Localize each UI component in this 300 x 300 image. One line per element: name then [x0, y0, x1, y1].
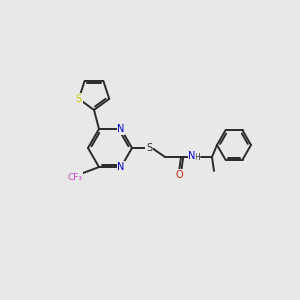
Text: N: N — [188, 151, 196, 161]
Text: S: S — [146, 143, 152, 153]
Text: N: N — [117, 162, 125, 172]
Text: H: H — [194, 152, 200, 161]
Text: N: N — [117, 124, 125, 134]
Text: CF₃: CF₃ — [68, 172, 82, 182]
Text: O: O — [175, 170, 183, 180]
Text: S: S — [76, 94, 82, 104]
